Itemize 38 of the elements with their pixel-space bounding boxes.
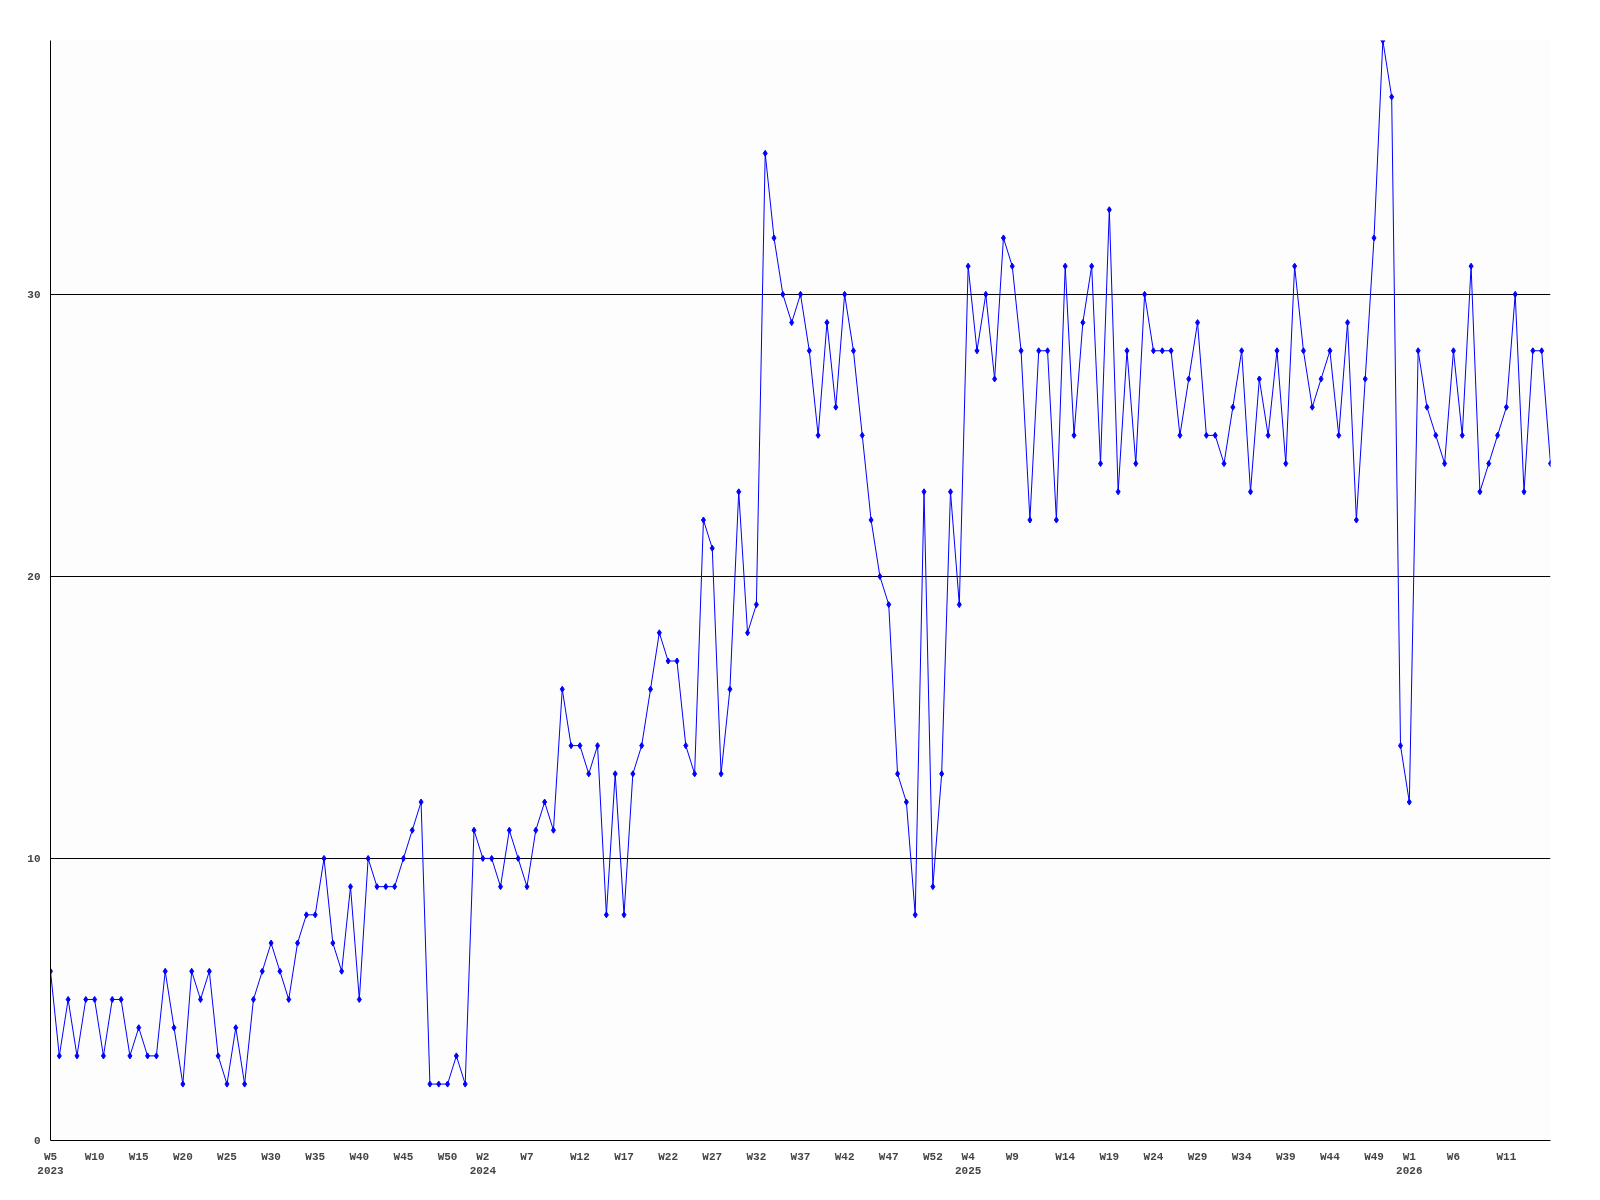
x-tick-label: W30 <box>261 1150 281 1163</box>
y-tick-label: 10 <box>27 852 41 865</box>
x-tick-label: W44 <box>1320 1150 1341 1163</box>
x-tick-label: W34 <box>1231 1150 1252 1163</box>
x-tick-label: W17 <box>614 1150 634 1163</box>
x-tick-label: W5 2023 <box>37 1150 65 1177</box>
x-tick-label: W6 <box>1446 1150 1461 1163</box>
x-tick-label: W12 <box>570 1150 590 1163</box>
x-tick-label: W27 <box>702 1150 723 1163</box>
x-tick-label: W7 <box>520 1150 534 1163</box>
x-tick-label: W35 <box>305 1150 326 1163</box>
x-tick-label: W22 <box>658 1150 679 1163</box>
x-tick-label: W37 <box>790 1150 811 1163</box>
x-tick-label: W15 <box>128 1150 150 1163</box>
x-tick-label: W42 <box>834 1150 855 1163</box>
x-tick-label: W39 <box>1275 1150 1296 1163</box>
x-tick-label: W2 2024 <box>469 1150 497 1177</box>
x-tick-label: W14 <box>1055 1150 1076 1163</box>
x-tick-label: W32 <box>746 1150 767 1163</box>
x-tick-label: W52 <box>922 1150 943 1163</box>
y-tick-label: 20 <box>27 570 41 583</box>
x-tick-label: W1 2026 <box>1396 1150 1423 1177</box>
x-tick-label: W11 <box>1496 1150 1517 1163</box>
x-tick-label: W50 <box>437 1150 458 1163</box>
y-tick-label: 0 <box>33 1135 41 1147</box>
y-tick-label: 30 <box>27 288 41 301</box>
x-tick-label: W9 <box>1005 1150 1019 1163</box>
x-tick-label: W49 <box>1364 1150 1384 1163</box>
x-tick-label: W19 <box>1099 1150 1120 1163</box>
x-tick-label: W25 <box>217 1150 238 1163</box>
x-tick-label: W10 <box>84 1150 105 1163</box>
x-tick-label: W40 <box>349 1150 370 1163</box>
x-tick-label: W29 <box>1187 1150 1208 1163</box>
x-tick-label: W24 <box>1143 1150 1164 1163</box>
x-tick-label: W45 <box>393 1150 414 1163</box>
x-tick-label: W4 2025 <box>954 1150 982 1177</box>
x-tick-label: W47 <box>878 1150 899 1163</box>
x-tick-label: W20 <box>172 1150 193 1163</box>
